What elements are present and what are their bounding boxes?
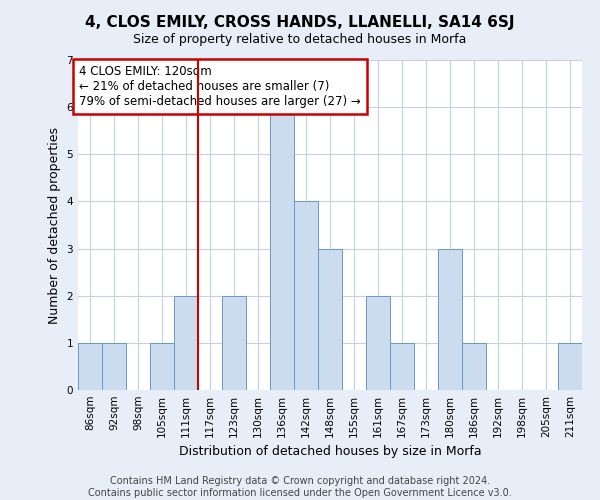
- Bar: [102, 343, 126, 390]
- Text: 4, CLOS EMILY, CROSS HANDS, LLANELLI, SA14 6SJ: 4, CLOS EMILY, CROSS HANDS, LLANELLI, SA…: [85, 15, 515, 30]
- Bar: [150, 343, 174, 390]
- Bar: [270, 107, 294, 390]
- X-axis label: Distribution of detached houses by size in Morfa: Distribution of detached houses by size …: [179, 446, 481, 458]
- Bar: [438, 248, 462, 390]
- Bar: [294, 202, 318, 390]
- Bar: [462, 343, 486, 390]
- Bar: [390, 343, 414, 390]
- Bar: [366, 296, 390, 390]
- Y-axis label: Number of detached properties: Number of detached properties: [48, 126, 61, 324]
- Bar: [174, 296, 198, 390]
- Bar: [318, 248, 342, 390]
- Bar: [222, 296, 246, 390]
- Text: Contains HM Land Registry data © Crown copyright and database right 2024.
Contai: Contains HM Land Registry data © Crown c…: [88, 476, 512, 498]
- Text: 4 CLOS EMILY: 120sqm
← 21% of detached houses are smaller (7)
79% of semi-detach: 4 CLOS EMILY: 120sqm ← 21% of detached h…: [79, 65, 361, 108]
- Text: Size of property relative to detached houses in Morfa: Size of property relative to detached ho…: [133, 32, 467, 46]
- Bar: [558, 343, 582, 390]
- Bar: [78, 343, 102, 390]
